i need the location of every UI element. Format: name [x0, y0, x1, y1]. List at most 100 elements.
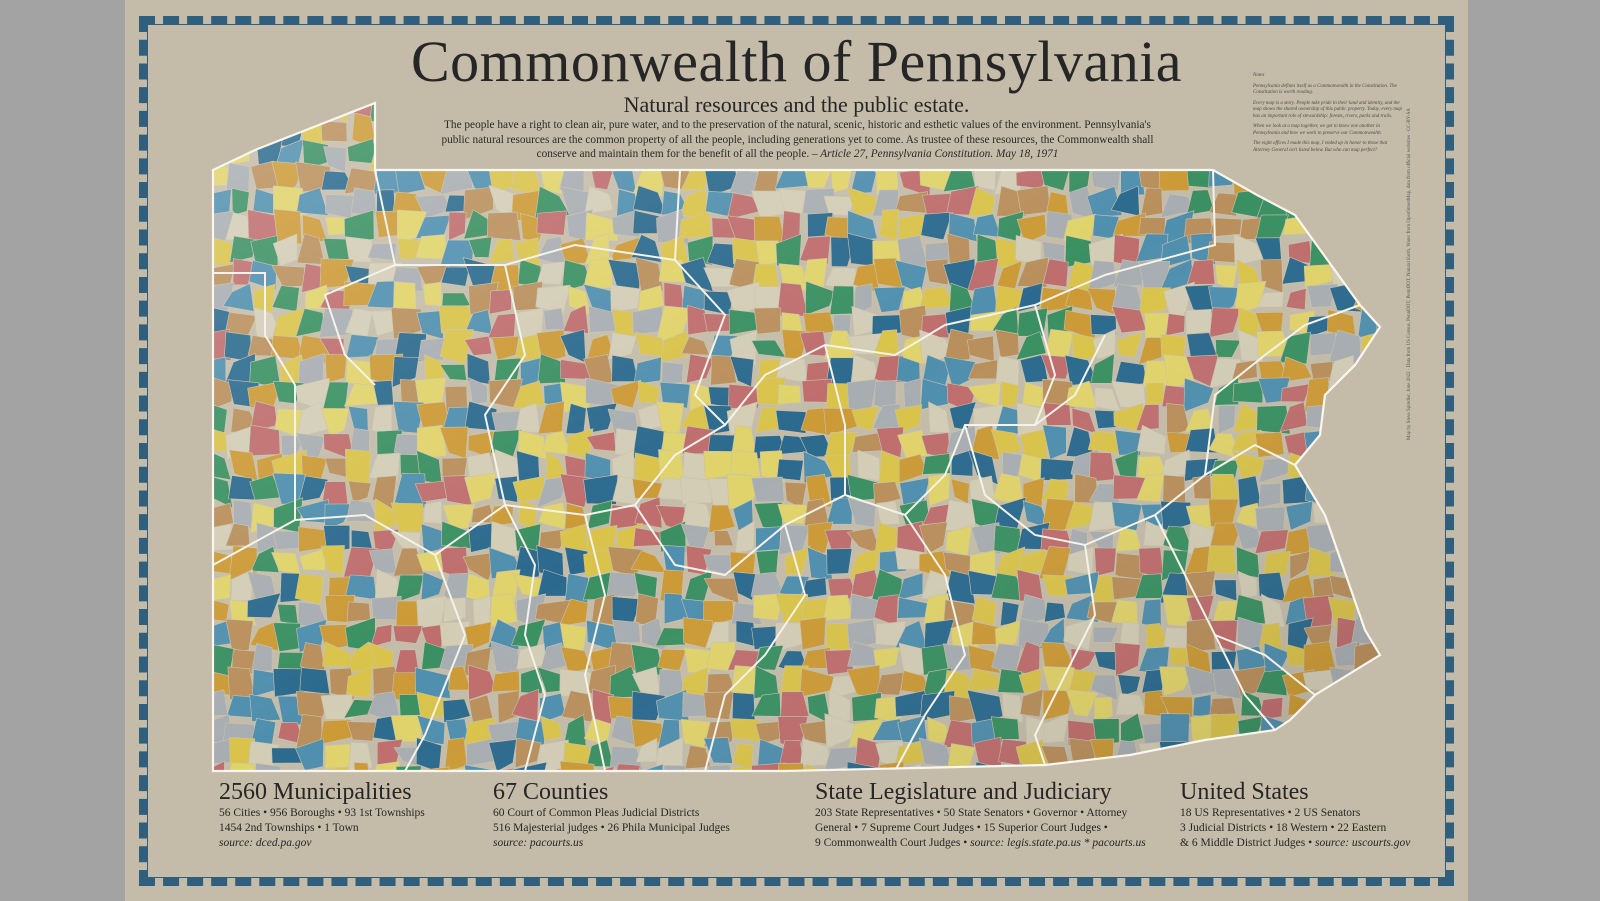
municipality-cell: [1283, 115, 1314, 150]
municipality-cell: [1211, 139, 1239, 173]
municipality-cell: [1190, 761, 1214, 771]
municipality-cell: [848, 120, 877, 144]
municipality-cell: [273, 772, 300, 775]
municipality-cell: [1064, 139, 1093, 168]
municipality-cell: [1379, 569, 1380, 602]
municipality-cell: [801, 103, 830, 119]
municipality-cell: [1358, 258, 1380, 294]
municipality-cell: [682, 117, 712, 140]
municipality-cell: [1382, 503, 1390, 531]
municipality-cell: [1383, 139, 1390, 171]
municipality-cell: [659, 103, 691, 121]
municipality-cell: [1329, 236, 1364, 269]
stat-line: 203 State Representatives • 50 State Sen…: [815, 807, 1128, 819]
municipality-cell: [1308, 713, 1340, 743]
municipality-cell: [1382, 403, 1390, 430]
municipality-cell: [946, 103, 975, 124]
municipality-cell: [445, 145, 475, 165]
municipality-cell: [583, 103, 611, 125]
municipalities-heading: 2560 Municipalities: [219, 779, 412, 805]
municipality-cell: [606, 114, 642, 146]
municipality-cell: [1326, 740, 1358, 769]
municipality-cell: [734, 103, 756, 120]
municipality-cell: [680, 137, 712, 172]
municipality-cell: [1257, 737, 1285, 771]
municipality-cell: [1235, 143, 1262, 168]
municipality-cell: [1160, 138, 1195, 170]
municipality-cell: [922, 118, 950, 144]
note-paragraph: When we look at a map together, we get t…: [1253, 124, 1382, 136]
municipality-cell: [755, 136, 778, 174]
municipality-cell: [880, 146, 898, 164]
municipality-cell: [1212, 765, 1244, 771]
municipality-cell: [1015, 116, 1051, 148]
municipality-cell: [703, 117, 736, 143]
stat-line: 516 Majesterial judges • 26 Phila Munici…: [493, 822, 730, 834]
municipality-cell: [468, 145, 495, 170]
municipality-cell: [1358, 193, 1380, 216]
terrain-shading: [213, 103, 1380, 771]
municipality-cell: [1302, 103, 1337, 123]
municipality-cell: [213, 103, 229, 124]
municipality-cell: [558, 142, 592, 171]
municipality-cell: [1377, 215, 1380, 243]
municipality-cell: [1304, 162, 1340, 196]
municipality-cell: [1304, 137, 1336, 166]
legislature-heading: State Legislature and Judiciary: [815, 779, 1112, 805]
municipality-cell: [1263, 103, 1282, 119]
municipality-cell: [1137, 103, 1168, 115]
municipality-cell: [375, 119, 402, 148]
municipality-cell: [728, 143, 756, 172]
municipality-cell: [396, 119, 428, 143]
municipality-cell: [1282, 103, 1309, 119]
municipality-cell: [1279, 766, 1315, 771]
municipality-cell: [1377, 525, 1380, 554]
municipality-cell: [1260, 762, 1290, 771]
municipality-cell: [683, 103, 716, 123]
municipality-cell: [707, 103, 737, 122]
municipality-cell: [654, 114, 683, 145]
municipality-cell: [755, 103, 785, 121]
municipality-cell: [990, 141, 1025, 174]
municipality-cell: [464, 103, 497, 122]
quote-text: The people have a right to clean air, pu…: [441, 119, 1154, 160]
municipality-cell: [1378, 426, 1380, 455]
municipality-cell: [1185, 743, 1219, 766]
municipality-cell: [804, 120, 833, 148]
municipality-cell: [1232, 737, 1259, 764]
municipality-cell: [1351, 426, 1380, 459]
municipality-cell: [1334, 766, 1359, 771]
municipality-cell: [823, 114, 858, 147]
municipality-cell: [519, 116, 546, 149]
municipality-cell: [272, 103, 302, 119]
municipality-cell: [896, 103, 931, 125]
municipality-cell: [824, 138, 859, 173]
municipality-cell: [1188, 122, 1218, 150]
poster-inner-border: [147, 24, 1446, 878]
municipality-cell: [630, 139, 657, 170]
municipality-cell: [393, 103, 427, 124]
municipality-cell: [1354, 527, 1380, 551]
note-paragraph: Pennsylvania defines itself as a Commonw…: [1253, 83, 1397, 96]
municipality-cell: [945, 115, 974, 145]
stat-source: source: dced.pa.gov: [219, 837, 312, 849]
municipality-cell: [1062, 103, 1095, 117]
municipality-cell: [968, 145, 997, 167]
municipality-cell: [416, 138, 450, 168]
municipality-cell: [1307, 695, 1337, 724]
municipality-cell: [1042, 103, 1070, 121]
municipality-cell: [1117, 103, 1143, 118]
municipality-cell: [1333, 688, 1357, 724]
municipality-cell: [1164, 768, 1194, 771]
municipality-cell: [1377, 739, 1380, 771]
municipality-cell: [1333, 165, 1353, 191]
counties-panel: 67 Counties 60 Court of Common Pleas Jud…: [493, 778, 793, 851]
municipality-cell: [950, 139, 973, 172]
stat-line: 1454 2nd Townships • 1 Town: [219, 822, 359, 834]
municipality-cell: [1351, 103, 1380, 121]
municipality-cell: [1302, 186, 1332, 213]
municipality-cell: [1375, 352, 1380, 387]
municipality-cell: [993, 103, 1020, 117]
municipality-cell: [1375, 103, 1380, 121]
municipality-cell: [1374, 116, 1380, 145]
